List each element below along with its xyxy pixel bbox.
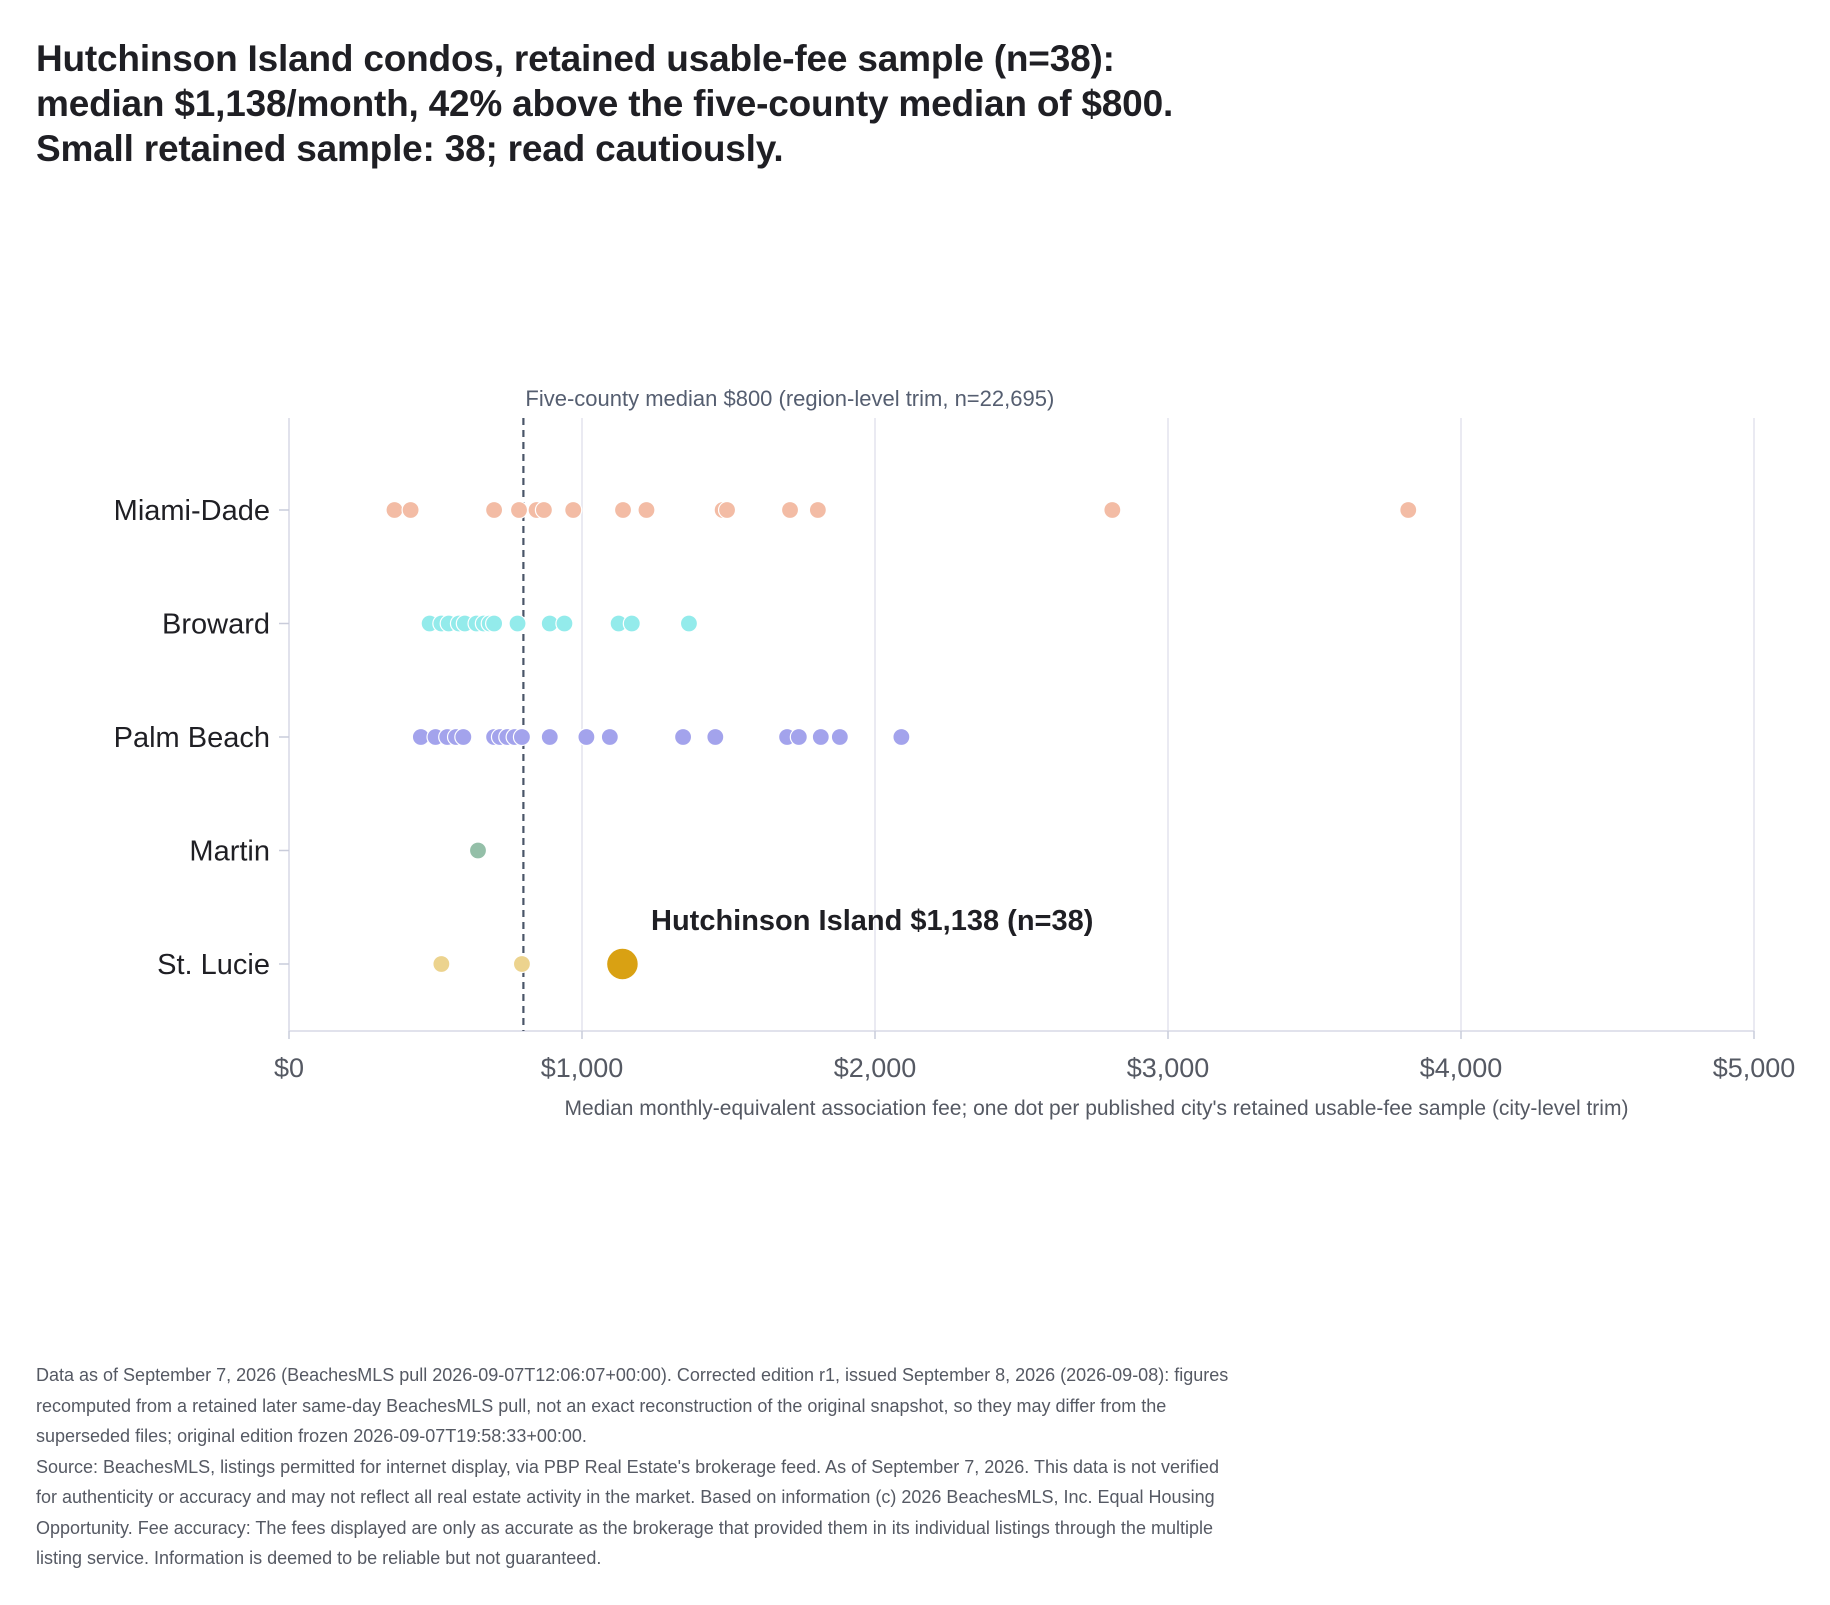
city-dot xyxy=(780,500,800,520)
title-line-2: median $1,138/month, 42% above the five-… xyxy=(36,83,1174,124)
city-dot xyxy=(454,727,473,747)
x-tick-label: $3,000 xyxy=(1127,1053,1210,1083)
y-tick-label: Palm Beach xyxy=(114,722,270,754)
city-dot xyxy=(508,614,527,633)
city-dot xyxy=(717,500,737,520)
city-dot xyxy=(892,727,911,747)
footer-line-1: Data as of September 7, 2026 (BeachesMLS… xyxy=(36,1365,1229,1385)
x-tick-label: $5,000 xyxy=(1713,1053,1796,1083)
city-dot xyxy=(622,614,641,633)
city-dot xyxy=(540,727,559,747)
city-dot xyxy=(512,954,532,974)
footer-line-3: superseded files; original edition froze… xyxy=(36,1426,587,1446)
footer-line-6: Opportunity. Fee accuracy: The fees disp… xyxy=(36,1517,1213,1538)
city-dot xyxy=(485,614,504,633)
y-tick-label: Martin xyxy=(189,836,270,868)
highlight-label: Hutchinson Island $1,138 (n=38) xyxy=(651,905,1093,937)
dot-plot-chart: $0 $1,000 $2,000 $3,000 $4,000 $5,000 Median m… xyxy=(114,386,1796,1120)
title-line-3: Small retained sample: 38; read cautious… xyxy=(36,128,784,169)
city-dot xyxy=(432,954,451,974)
x-tick-label: $1,000 xyxy=(541,1053,624,1083)
x-tick-label: $4,000 xyxy=(1420,1053,1503,1083)
y-tick-label: Miami-Dade xyxy=(114,495,270,527)
source-footer: Data as of September 7, 2026 (BeachesMLS… xyxy=(36,1360,1376,1574)
footer-line-4: Source: BeachesMLS, listings permitted f… xyxy=(36,1456,1220,1477)
city-dot xyxy=(564,500,583,520)
y-tick-label: St. Lucie xyxy=(157,949,270,981)
city-dot xyxy=(401,500,420,520)
x-axis-label: Median monthly-equivalent association fe… xyxy=(565,1097,1629,1120)
y-tick-label: Broward xyxy=(162,609,270,641)
city-dot xyxy=(385,500,404,520)
reference-line-group: Five-county median $800 (region-level tr… xyxy=(522,386,1054,1031)
axes: $0 $1,000 $2,000 $3,000 $4,000 $5,000 Median m… xyxy=(114,418,1796,1120)
city-dot xyxy=(600,727,619,747)
city-dot xyxy=(830,727,849,747)
footer-line-2: recomputed from a retained later same-da… xyxy=(36,1395,1167,1416)
city-dot xyxy=(673,727,693,747)
highlight-dot xyxy=(605,947,640,981)
city-dot xyxy=(555,614,574,633)
x-tick-label: $0 xyxy=(274,1053,304,1083)
gridlines xyxy=(581,418,1755,1031)
footer-line-5: for authenticity or accuracy and may not… xyxy=(36,1487,1215,1507)
city-dot xyxy=(509,500,529,520)
city-dot xyxy=(1103,500,1122,520)
city-dot xyxy=(468,841,488,860)
x-tick-label: $2,000 xyxy=(834,1053,917,1083)
city-dot xyxy=(706,727,725,747)
city-dot xyxy=(1399,500,1418,520)
city-dot xyxy=(512,727,532,747)
title-line-1: Hutchinson Island condos, retained usabl… xyxy=(36,38,1115,79)
city-dot xyxy=(534,500,554,520)
city-dot xyxy=(485,500,504,520)
labels: Hutchinson Island $1,138 (n=38) xyxy=(651,905,1093,937)
chart-title: Hutchinson Island condos, retained usabl… xyxy=(36,36,1536,171)
city-dot xyxy=(679,614,699,633)
city-dot xyxy=(577,727,596,747)
reference-line-label: Five-county median $800 (region-level tr… xyxy=(525,386,1054,411)
data-dots xyxy=(385,500,1418,981)
city-dot xyxy=(637,500,656,520)
city-dot xyxy=(811,727,830,747)
city-dot xyxy=(808,500,827,520)
city-dot xyxy=(789,727,808,747)
city-dot xyxy=(613,500,633,520)
footer-line-7: listing service. Information is deemed t… xyxy=(36,1548,602,1568)
